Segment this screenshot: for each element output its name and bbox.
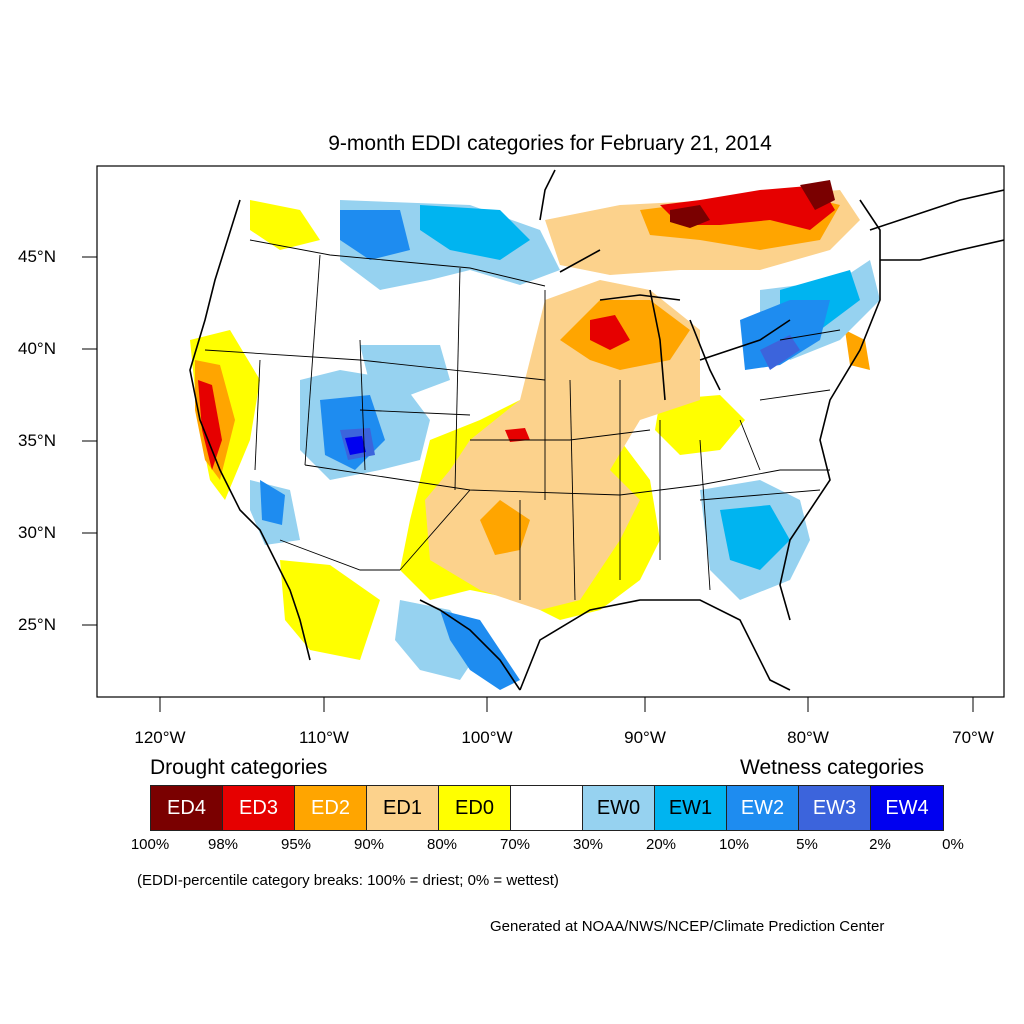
ed0-region-south bbox=[280, 560, 380, 660]
legend-swatch-ed2: ED2 bbox=[295, 786, 367, 830]
lat-label: 35°N bbox=[18, 431, 56, 450]
legend-swatch-ew2: EW2 bbox=[727, 786, 799, 830]
ew0-region-texas bbox=[395, 600, 480, 680]
category-note: (EDDI-percentile category breaks: 100% =… bbox=[137, 872, 559, 889]
legend-swatch-ed4: ED4 bbox=[151, 786, 223, 830]
legend-swatch-ed3: ED3 bbox=[223, 786, 295, 830]
percentile-break: 30% bbox=[572, 836, 604, 853]
lon-label: 70°W bbox=[952, 728, 994, 747]
map-title: 9-month EDDI categories for February 21,… bbox=[328, 132, 772, 155]
coastlines bbox=[189, 169, 1004, 691]
ew4-region-colorado bbox=[345, 436, 366, 455]
legend-swatch-ew4: EW4 bbox=[871, 786, 943, 830]
legend-swatch-ew0: EW0 bbox=[583, 786, 655, 830]
ew3-region-northeast bbox=[760, 335, 800, 370]
ed2-region-plains bbox=[480, 500, 530, 555]
category-legend: ED4 ED3 ED2 ED1 ED0 EW0 EW1 EW2 EW3 EW4 bbox=[150, 785, 944, 831]
lon-ticks bbox=[159, 697, 974, 712]
legend-swatch-neutral bbox=[511, 786, 583, 830]
legend-swatch-ew3: EW3 bbox=[799, 786, 871, 830]
map-frame bbox=[96, 165, 1005, 698]
percentile-break: 95% bbox=[280, 836, 312, 853]
lon-label: 110°W bbox=[299, 728, 349, 747]
ed0-region-ohio bbox=[655, 395, 745, 455]
credit-line: Generated at NOAA/NWS/NCEP/Climate Predi… bbox=[490, 918, 885, 935]
state-borders bbox=[204, 239, 841, 601]
ed3-region-kansas bbox=[505, 428, 530, 442]
lat-label: 25°N bbox=[18, 615, 56, 634]
lon-label: 100°W bbox=[461, 728, 513, 747]
legend-swatch-ew1: EW1 bbox=[655, 786, 727, 830]
ew1-region-southeast bbox=[720, 505, 790, 570]
ed3-region-michigan bbox=[590, 315, 630, 350]
percentile-break: 98% bbox=[207, 836, 239, 853]
legend-swatch-ed1: ED1 bbox=[367, 786, 439, 830]
percentile-break: 2% bbox=[869, 836, 891, 853]
lat-ticks bbox=[82, 256, 97, 626]
lat-label: 30°N bbox=[18, 523, 56, 542]
ew2-region-north bbox=[340, 210, 410, 260]
legend-swatch-ed0: ED0 bbox=[439, 786, 511, 830]
ed4-region-canada bbox=[670, 205, 710, 228]
wetness-heading: Wetness categories bbox=[740, 756, 925, 779]
lon-label: 90°W bbox=[624, 728, 666, 747]
ed4-region-canada-east bbox=[800, 180, 835, 210]
lon-label: 120°W bbox=[134, 728, 186, 747]
ed3-region-calif bbox=[198, 380, 222, 470]
drought-heading: Drought categories bbox=[150, 756, 328, 779]
percentile-break: 100% bbox=[130, 836, 170, 853]
ed0-region-canada bbox=[250, 200, 320, 250]
percentile-break: 0% bbox=[942, 836, 964, 853]
percentile-break: 70% bbox=[499, 836, 531, 853]
percentile-break: 80% bbox=[426, 836, 458, 853]
ew2-region-texas bbox=[440, 610, 520, 690]
lon-label: 80°W bbox=[787, 728, 829, 747]
percentile-break: 90% bbox=[353, 836, 385, 853]
percentile-break: 10% bbox=[718, 836, 750, 853]
ew0-region-rockies bbox=[360, 345, 450, 395]
ew2-region-southwest bbox=[260, 480, 285, 525]
percentile-break: 5% bbox=[796, 836, 818, 853]
percentile-break: 20% bbox=[645, 836, 677, 853]
lat-label: 45°N bbox=[18, 247, 56, 266]
ew1-region-north bbox=[420, 205, 530, 260]
lat-label: 40°N bbox=[18, 339, 56, 358]
